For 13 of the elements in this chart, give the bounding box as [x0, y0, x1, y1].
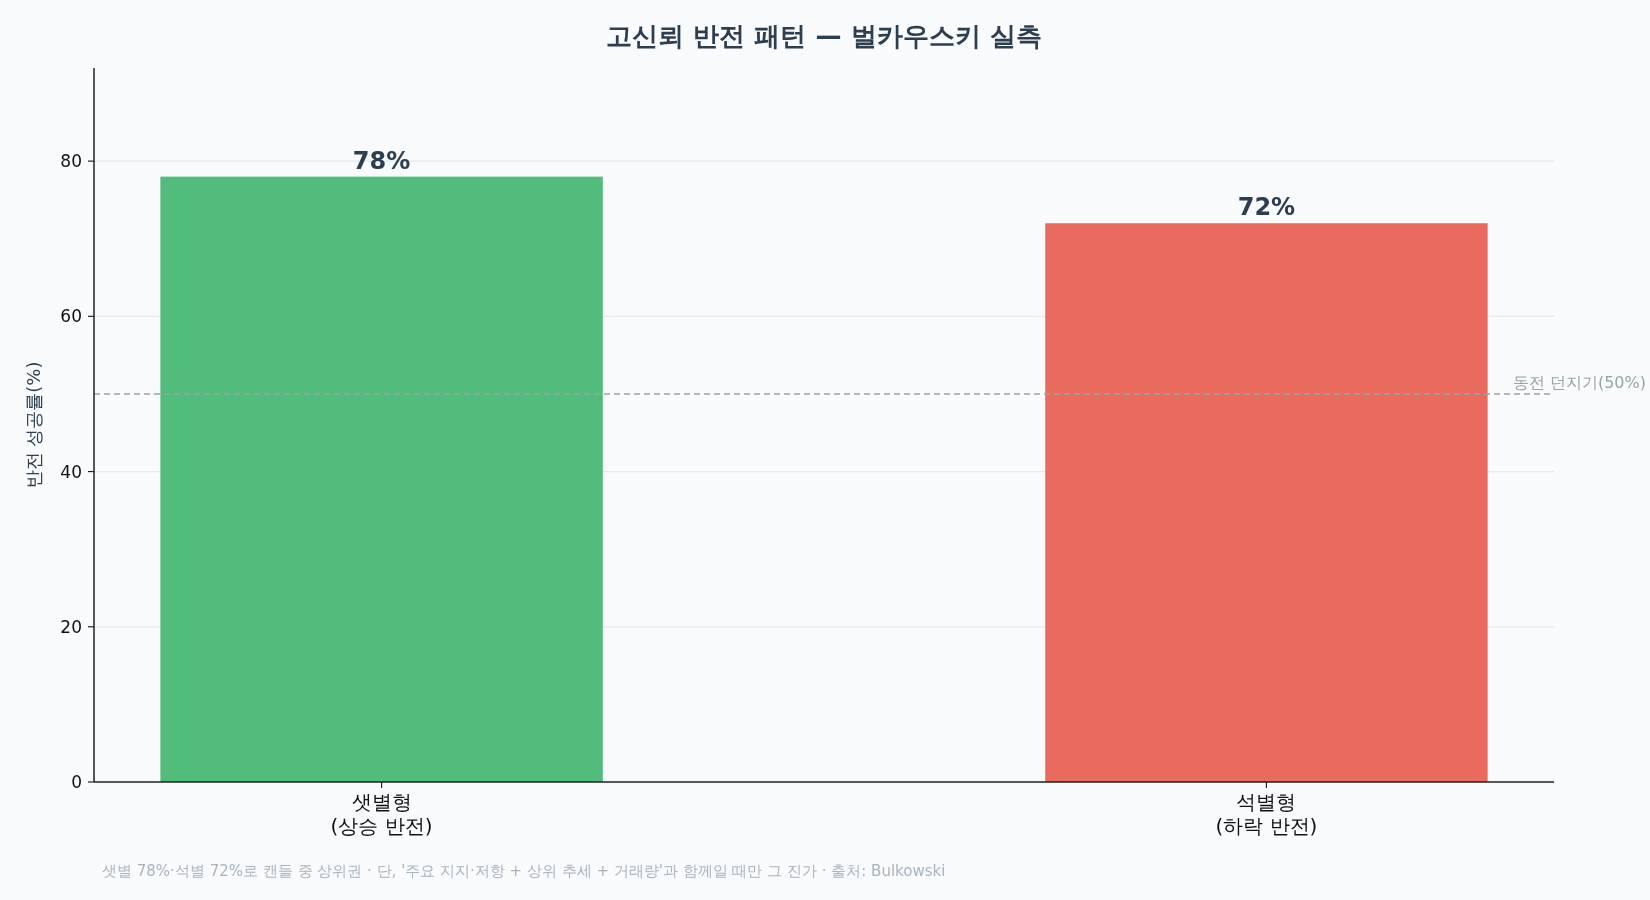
y-tick-label: 20 — [60, 616, 82, 637]
x-tick-label: 석별형 (하락 반전) — [1215, 790, 1318, 838]
data-label: 78% — [352, 146, 411, 175]
y-tick-label: 40 — [60, 461, 82, 482]
data-label: 72% — [1237, 193, 1296, 222]
text: 샛별 78%·석별 72%로 캔들 중 상위권 · 단, '주요 지지·저항 + 상위 추세 + 거래량'과 함께일 때만 그 진가 · 출처: Bulkowski — [102, 862, 946, 880]
y-tick-label: 60 — [60, 306, 82, 327]
y-tick-label: 0 — [71, 772, 82, 792]
x-tick-label: 샛별형 (상승 반전) — [330, 790, 433, 838]
y-tick-label: 80 — [60, 151, 82, 172]
chart-title: 고신뢰 반전 패턴 — 벌카우스키 실측 — [606, 21, 1042, 51]
y-axis-title: 반전 성공률(%) — [23, 361, 44, 489]
ref-line-label: 동전 던지기(50%) — [1512, 372, 1646, 392]
